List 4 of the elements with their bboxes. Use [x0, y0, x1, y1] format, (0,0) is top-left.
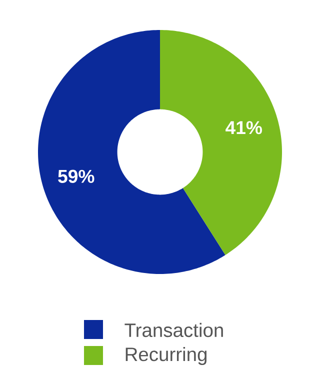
data-label: 59% [58, 170, 94, 183]
legend-label: Recurring [126, 347, 207, 365]
data-label: 41% [226, 121, 262, 134]
legend-label: Transaction [124, 322, 223, 338]
